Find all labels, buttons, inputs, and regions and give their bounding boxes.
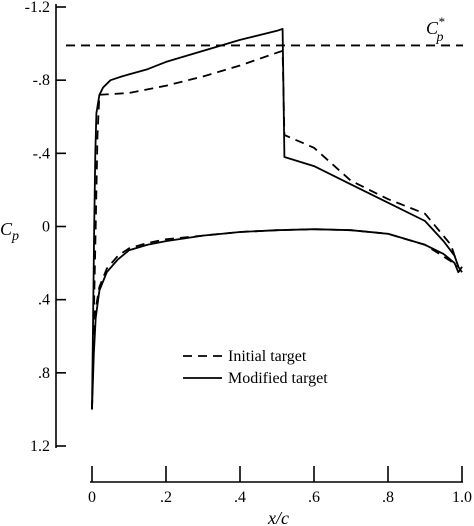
y-axis-ticks: -1.2 -.8 -.4 0 .4 .8 1.2 <box>25 0 66 455</box>
y-tick-label: .4 <box>38 292 50 309</box>
x-tick-label: .2 <box>160 489 172 506</box>
x-axis-ticks: 0 .2 .4 .6 .8 1.0 <box>88 466 472 506</box>
legend: Initial target Modified target <box>183 348 328 387</box>
x-tick-label: .8 <box>382 489 394 506</box>
y-tick-label: 1.2 <box>30 438 50 455</box>
y-tick-label: -.8 <box>33 72 50 89</box>
x-tick-label: .6 <box>308 489 320 506</box>
x-tick-label: 0 <box>88 489 96 506</box>
y-tick-label: -.4 <box>33 145 50 162</box>
legend-label-initial-target: Initial target <box>228 348 307 365</box>
x-tick-label: .4 <box>234 489 246 506</box>
y-tick-label: .8 <box>38 365 50 382</box>
initial-target-upper-curve <box>91 50 460 410</box>
y-tick-label: -1.2 <box>25 0 50 16</box>
y-tick-label: 0 <box>42 219 50 236</box>
modified-target-lower-curve <box>91 228 463 410</box>
legend-label-modified-target: Modified target <box>228 370 328 387</box>
series-curves <box>91 27 463 410</box>
y-axis-title: Cp <box>0 219 19 244</box>
modified-target-upper-curve <box>91 27 463 410</box>
cp-star-label: C* p <box>426 14 445 45</box>
x-axis-title: x/c <box>267 508 289 526</box>
x-tick-label: 1.0 <box>452 489 472 506</box>
